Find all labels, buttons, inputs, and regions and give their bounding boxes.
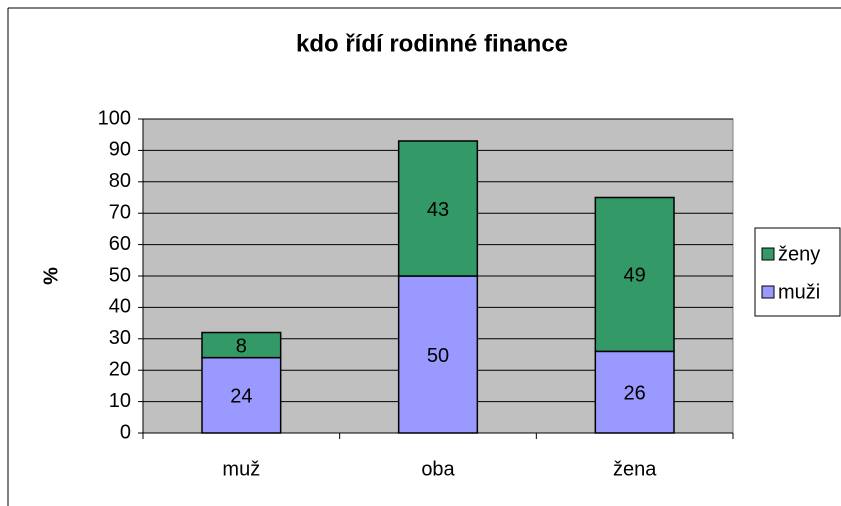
- y-tick-label: 20: [109, 358, 131, 380]
- y-tick-label: 0: [120, 421, 131, 443]
- data-label: 43: [427, 199, 449, 221]
- legend-label: ženy: [778, 243, 820, 265]
- x-tick-label: žena: [613, 458, 657, 480]
- y-tick-label: 10: [109, 390, 131, 412]
- chart-title: kdo řídí rodinné finance: [296, 30, 568, 57]
- y-tick-label: 80: [109, 170, 131, 192]
- x-tick-label: oba: [421, 458, 455, 480]
- data-label: 8: [236, 335, 247, 357]
- y-axis-label: %: [40, 267, 62, 285]
- bar-segment: [201, 331, 282, 359]
- y-tick-label: 70: [109, 201, 131, 223]
- data-label: 26: [624, 382, 646, 404]
- y-tick-label: 30: [109, 327, 131, 349]
- data-label: 49: [624, 265, 646, 287]
- y-tick-label: 40: [109, 296, 131, 318]
- x-tick-label: muž: [222, 458, 260, 480]
- bar-segment: [594, 196, 675, 353]
- legend-swatch: [761, 247, 775, 261]
- y-tick-label: 50: [109, 264, 131, 286]
- legend-swatch: [761, 285, 775, 299]
- y-tick-label: 60: [109, 233, 131, 255]
- legend-box: [754, 227, 841, 317]
- bar-segment: [594, 350, 675, 434]
- y-tick-label: 90: [109, 139, 131, 161]
- y-tick-label: 100: [98, 107, 131, 129]
- legend-label: muži: [778, 281, 820, 303]
- bar-segment: [397, 140, 479, 277]
- data-label: 50: [427, 345, 449, 367]
- data-label: 24: [230, 386, 252, 408]
- bar-segment: [201, 356, 282, 434]
